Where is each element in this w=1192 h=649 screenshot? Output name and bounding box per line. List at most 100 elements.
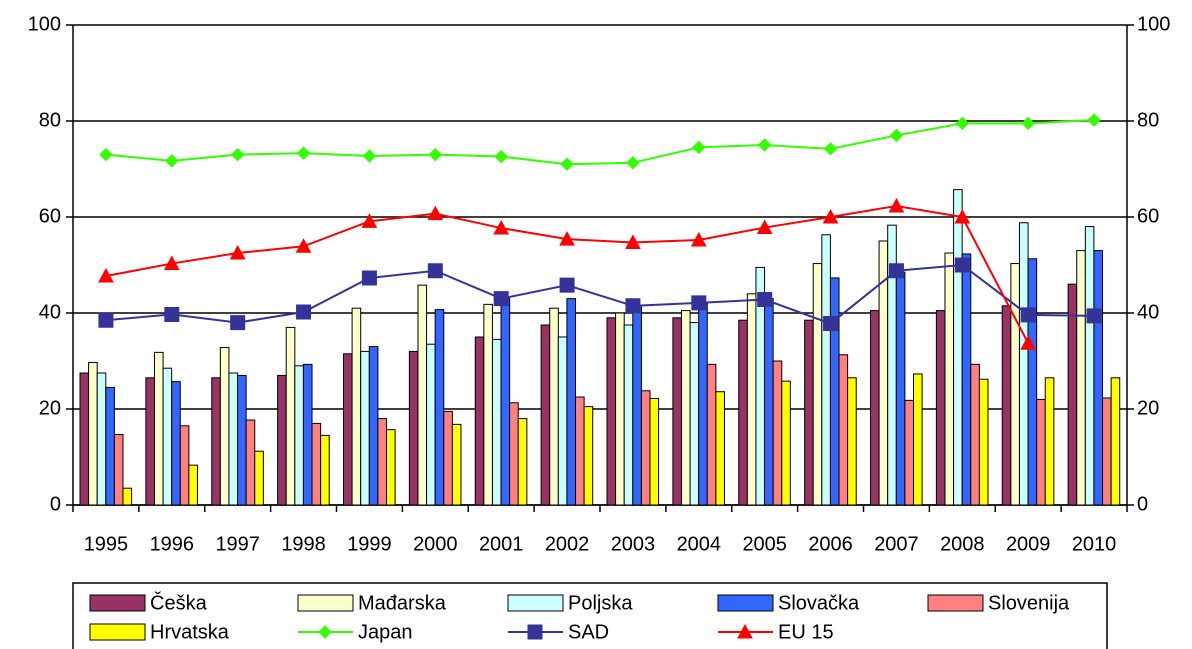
bar: [781, 380, 791, 506]
point: [98, 267, 114, 283]
bar: [953, 189, 963, 506]
point: [888, 197, 905, 213]
bar: [812, 263, 823, 506]
legend-swatch: [507, 594, 564, 612]
bar: [1018, 222, 1029, 506]
y2-tick-label: 0: [1137, 493, 1148, 515]
bar: [1001, 305, 1012, 506]
point: [889, 128, 904, 143]
bar: [254, 450, 264, 506]
bar: [615, 312, 625, 506]
bar: [491, 338, 502, 506]
point: [954, 208, 971, 224]
bar: [417, 284, 428, 506]
point: [493, 219, 510, 235]
legend-label: Japan: [358, 621, 413, 643]
point: [954, 257, 970, 273]
bar: [105, 386, 115, 506]
x-tick-label: 2003: [611, 533, 656, 555]
point: [560, 157, 574, 171]
point: [427, 205, 444, 221]
x-tick-label: 1995: [84, 533, 129, 555]
bar: [351, 307, 362, 506]
bar: [113, 433, 124, 506]
y2-tick-label: 20: [1137, 397, 1159, 419]
x-tick-label: 2002: [545, 533, 590, 555]
x-tick-label: 1998: [281, 533, 326, 555]
bar: [632, 305, 642, 506]
bar: [1084, 226, 1095, 506]
legend-label: Hrvatska: [150, 621, 230, 643]
point: [99, 147, 113, 162]
bar: [483, 303, 493, 506]
bar: [171, 381, 181, 506]
bar: [179, 425, 190, 506]
bar: [1102, 397, 1112, 506]
y-tick-label: 20: [39, 397, 61, 419]
legend-swatch: [927, 594, 984, 612]
x-tick-label: 1996: [150, 533, 195, 555]
bar: [1093, 250, 1104, 506]
y2-tick-label: 40: [1137, 301, 1159, 323]
point: [625, 234, 641, 249]
bar: [944, 252, 955, 506]
x-tick-label: 2006: [808, 533, 853, 555]
x-tick-label: 1997: [215, 533, 260, 555]
bar: [904, 399, 915, 506]
bar: [285, 326, 296, 506]
y-tick-label: 60: [39, 205, 61, 227]
bar: [96, 372, 107, 506]
bar: [549, 307, 559, 506]
legend-swatch: [89, 594, 146, 612]
point: [428, 147, 443, 162]
point: [1020, 335, 1037, 350]
line: [105, 263, 1095, 325]
legend-marker: [737, 623, 753, 639]
bar: [970, 363, 980, 506]
bar: [145, 377, 155, 506]
point: [230, 315, 246, 331]
bar: [623, 324, 634, 506]
y2-tick-label: 80: [1137, 109, 1159, 131]
bar: [961, 253, 972, 506]
point: [296, 146, 311, 160]
bar: [122, 487, 133, 506]
point: [295, 238, 312, 253]
legend-marker: [318, 625, 332, 639]
x-tick-label: 2007: [874, 533, 919, 555]
y-tick-label: 40: [39, 301, 61, 323]
bar: [847, 377, 857, 506]
point: [494, 149, 508, 164]
bar: [219, 347, 230, 506]
y-tick-label: 100: [28, 13, 61, 35]
point: [888, 263, 904, 279]
line: [105, 119, 1095, 166]
bar: [426, 343, 436, 506]
point: [1021, 116, 1035, 131]
bar: [277, 374, 287, 506]
bar: [540, 324, 551, 506]
point: [822, 208, 839, 224]
legend-label: SAD: [568, 621, 609, 643]
bar: [772, 360, 783, 506]
legend-label: EU 15: [778, 621, 834, 643]
x-tick-label: 2008: [940, 533, 985, 555]
legend-box: [72, 582, 1108, 649]
bar: [746, 293, 757, 506]
bar: [1076, 250, 1086, 506]
bar: [557, 336, 568, 506]
bar: [188, 464, 198, 506]
bar: [895, 271, 906, 506]
bar: [804, 319, 814, 506]
bar: [294, 365, 304, 506]
bar: [838, 354, 849, 506]
bar: [88, 361, 98, 506]
point: [757, 138, 772, 152]
bar: [978, 378, 989, 506]
legend-marker: [527, 624, 543, 640]
point: [625, 298, 641, 314]
point: [165, 154, 179, 168]
bar: [153, 351, 164, 506]
bar: [706, 363, 717, 506]
